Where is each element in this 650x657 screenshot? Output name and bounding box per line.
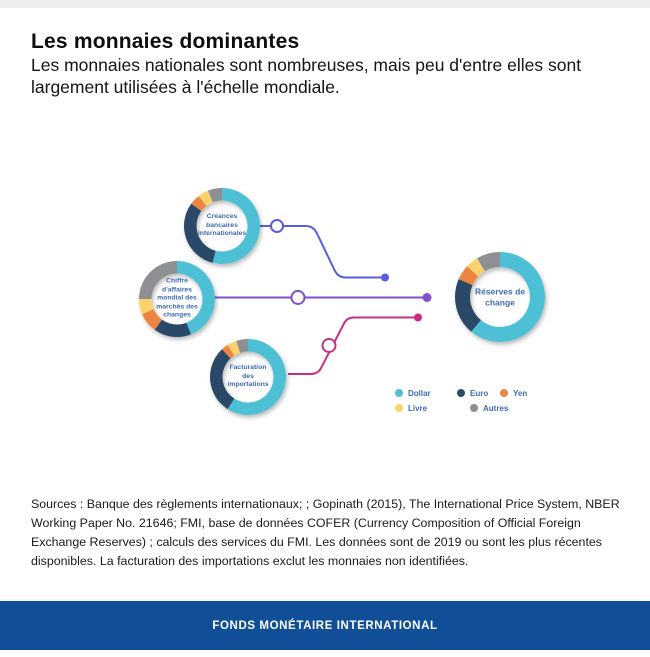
donut-chiffre-affaires-marches-changes-segment-euro — [154, 319, 191, 337]
legend-dot-livre — [395, 404, 403, 412]
donut-reserves-de-change-segment-euro — [455, 279, 481, 332]
legend-label-autres: Autres — [483, 403, 509, 413]
donut-creances-bancaires-internationales-segment-livre — [198, 190, 213, 206]
donut-creances-bancaires-internationales-segment-dollar — [212, 188, 261, 264]
connector-importations-endpoint — [414, 313, 422, 322]
donut-facturation-importations-segment-livre — [227, 340, 241, 356]
donut-reserves-de-change-segment-autres — [477, 252, 500, 272]
connector-importations-node — [321, 338, 337, 353]
donut-chiffre-affaires-marches-changes — [139, 261, 216, 337]
footer-title: FONDS MONÉTAIRE INTERNATIONAL — [212, 619, 438, 632]
donut-chiffre-affaires-marches-changes-segment-livre — [139, 299, 154, 315]
donut-reserves-de-change-segment-yen — [458, 266, 479, 286]
donut-reserves-de-change-segment-dollar — [471, 252, 545, 342]
legend-item-autres: Autres — [470, 403, 508, 413]
legend-dot-dollar — [395, 389, 403, 397]
legend-label-yen: Yen — [513, 388, 528, 398]
donut-reserves-de-change-segment-livre — [467, 258, 485, 277]
page-title: Les monnaies dominantes — [31, 30, 300, 53]
legend-item-livre: Livre — [395, 403, 427, 413]
donut-facturation-importations-segment-dollar — [227, 339, 286, 415]
legend-item-yen: Yen — [500, 388, 527, 398]
legend-label-dollar: Dollar — [408, 388, 431, 398]
connector-creances-node — [270, 219, 284, 233]
donut-facturation-importations-segment-yen — [221, 344, 235, 359]
footer-bar: FONDS MONÉTAIRE INTERNATIONAL — [0, 601, 650, 650]
donut-facturation-importations — [210, 339, 286, 415]
legend-item-dollar: Dollar — [395, 388, 431, 398]
top-strip — [0, 0, 650, 8]
source-note: Sources : Banque des règlements internat… — [31, 497, 620, 568]
donut-facturation-importations-segment-euro — [210, 349, 235, 410]
donut-chiffre-affaires-marches-changes-segment-autres — [139, 261, 177, 299]
connector-changes-node — [290, 290, 306, 305]
donut-chiffre-affaires-marches-changes-segment-dollar — [177, 261, 216, 335]
legend-dot-autres — [470, 404, 478, 412]
legend-dot-yen — [500, 389, 508, 397]
legend-dot-euro — [457, 389, 465, 397]
donut-reserves-de-change — [455, 252, 545, 342]
connector-importations — [288, 313, 422, 375]
connector-creances — [259, 219, 389, 282]
legend-label-livre: Livre — [408, 403, 428, 413]
page-subtitle: Les monnaies nationales sont nombreuses,… — [31, 55, 582, 97]
donut-creances-bancaires-internationales-segment-yen — [191, 195, 207, 212]
connector-creances-endpoint — [381, 273, 389, 282]
donut-creances-bancaires-internationales-segment-euro — [184, 203, 216, 263]
connector-changes — [213, 290, 432, 305]
legend-label-euro: Euro — [470, 388, 489, 398]
donut-facturation-importations-segment-autres — [236, 339, 248, 353]
donut-chiffre-affaires-marches-changes-segment-yen — [142, 309, 163, 330]
connector-changes-endpoint — [422, 293, 432, 302]
legend-item-euro: Euro — [457, 388, 488, 398]
donut-creances-bancaires-internationales-segment-autres — [208, 188, 222, 203]
donut-creances-bancaires-internationales — [184, 188, 261, 264]
